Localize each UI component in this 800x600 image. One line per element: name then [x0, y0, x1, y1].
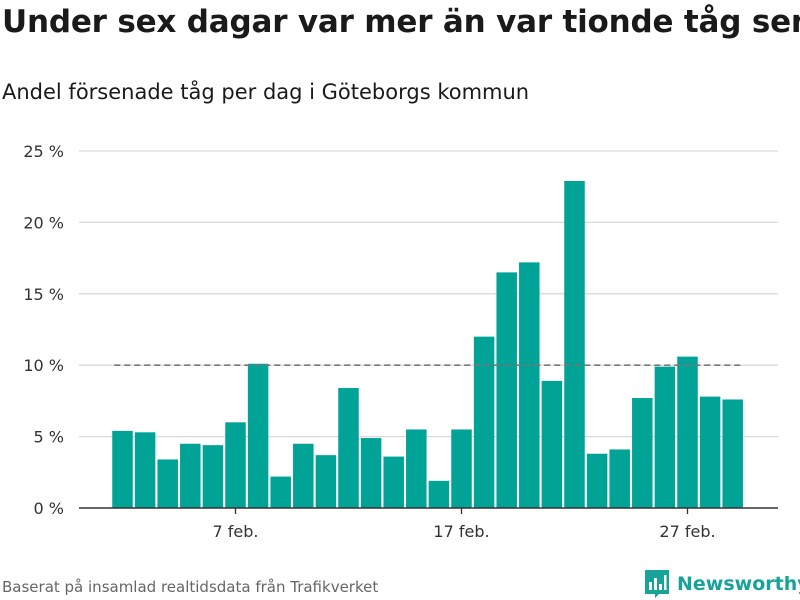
bar — [225, 422, 246, 508]
bar — [202, 445, 224, 508]
bar — [383, 456, 404, 508]
bar — [134, 432, 156, 508]
x-tick-label: 27 feb. — [659, 522, 715, 541]
source-note: Baserat på insamlad realtidsdata från Tr… — [2, 578, 379, 596]
bar — [654, 366, 676, 508]
bar — [632, 398, 653, 508]
bar — [609, 449, 630, 508]
newsworthy-logo-icon — [645, 570, 669, 598]
bar — [180, 443, 201, 508]
bar — [293, 443, 314, 508]
bar — [722, 399, 743, 508]
y-tick-label: 15 % — [23, 285, 64, 304]
bar — [564, 180, 585, 508]
bar — [112, 430, 133, 508]
x-tick-label: 7 feb. — [213, 522, 259, 541]
bar — [541, 380, 563, 508]
bar — [360, 438, 382, 508]
bar — [699, 396, 721, 508]
bar — [677, 356, 698, 508]
x-axis: 7 feb. 17 feb. 27 feb. — [79, 507, 778, 541]
chart-subtitle: Andel försenade tåg per dag i Göteborgs … — [2, 80, 530, 104]
bar — [519, 262, 540, 508]
y-tick-label: 20 % — [23, 213, 64, 232]
x-tick-label: 17 feb. — [433, 522, 489, 541]
brand-name: Newsworthy — [677, 573, 800, 595]
bar — [496, 272, 517, 508]
bar — [586, 453, 608, 508]
bar — [473, 336, 495, 508]
bar — [157, 459, 178, 508]
bar — [338, 388, 359, 508]
y-axis-ticks: 0 % 5 % 10 % 15 % 20 % 25 % — [23, 142, 64, 518]
y-tick-label: 5 % — [34, 428, 64, 447]
bar — [451, 429, 472, 508]
bar — [270, 476, 291, 508]
bar — [247, 363, 269, 508]
chart-title: Under sex dagar var mer än var tionde tå… — [2, 4, 800, 40]
y-tick-label: 0 % — [34, 499, 64, 518]
brand-logo: Newsworthy — [644, 568, 800, 600]
y-tick-label: 10 % — [23, 356, 64, 375]
grid-lines — [79, 150, 778, 438]
bars — [112, 180, 743, 508]
bar — [315, 455, 337, 508]
y-tick-label: 25 % — [23, 142, 64, 161]
bar — [428, 480, 450, 508]
bar — [406, 429, 427, 508]
